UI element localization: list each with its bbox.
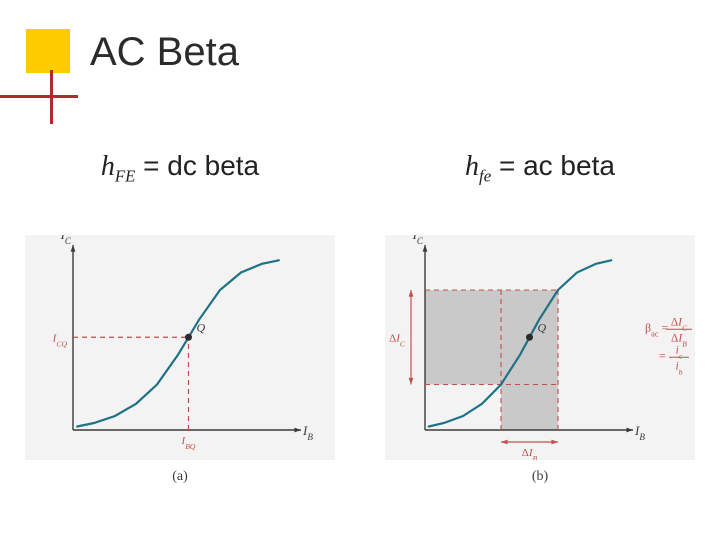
panel-b: ICIBQΔICΔIBβac=ΔICΔIB=icib (b): [385, 235, 695, 485]
svg-text:Q: Q: [538, 320, 547, 334]
panel-a: ICIBICQIBQQ (a): [25, 235, 335, 485]
diagram-row: ICIBICQIBQQ (a) ICIBQΔICΔIBβac=ΔICΔIB=ic…: [0, 235, 720, 485]
subtitle-left: hFE = dc beta: [0, 150, 360, 187]
subtitles-row: hFE = dc beta hfe = ac beta: [0, 150, 720, 187]
caption-a: (a): [25, 469, 335, 485]
chart-a: ICIBICQIBQQ: [25, 235, 335, 460]
deco-square: [26, 29, 70, 73]
sym-h-right: h: [465, 151, 479, 182]
sym-sub-right: fe: [479, 167, 491, 186]
page-title: AC Beta: [90, 30, 239, 75]
deco-line-h: [0, 95, 78, 98]
sym-h-left: h: [101, 151, 115, 182]
caption-b: (b): [385, 469, 695, 485]
chart-b: ICIBQΔICΔIBβac=ΔICΔIB=icib: [385, 235, 695, 460]
subtitle-right: hfe = ac beta: [360, 150, 720, 187]
svg-text:Q: Q: [197, 320, 206, 334]
svg-text:=: =: [659, 348, 666, 362]
subtitle-left-text: = dc beta: [135, 150, 259, 181]
deco-line-v: [50, 70, 53, 124]
sym-sub-left: FE: [115, 167, 136, 186]
slide: AC Beta hFE = dc beta hfe = ac beta ICIB…: [0, 0, 720, 540]
subtitle-right-text: = ac beta: [491, 150, 615, 181]
